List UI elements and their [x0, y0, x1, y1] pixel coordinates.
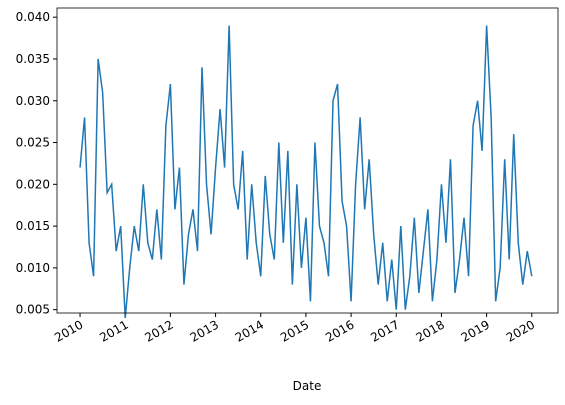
x-tick-label: 2010 [52, 317, 85, 344]
x-tick-label: 2017 [368, 317, 401, 344]
line [79, 25, 533, 319]
x-tick-label: 2011 [97, 317, 130, 344]
y-tick-label: 0.010 [16, 261, 50, 275]
x-tick-label: 2014 [233, 317, 266, 344]
x-tick-label: 2019 [459, 317, 492, 344]
y-tick-label: 0.020 [16, 177, 50, 191]
y-tick-label: 0.015 [16, 219, 50, 233]
y-tick-label: 0.005 [16, 303, 50, 317]
y-tick-label: 0.025 [16, 136, 50, 150]
x-tick-label: 2012 [142, 317, 175, 344]
x-tick-label: 2018 [413, 317, 446, 344]
x-axis-label: Date [293, 379, 322, 393]
x-tick-label: 2015 [278, 317, 311, 344]
x-tick-label: 2020 [504, 317, 537, 344]
y-tick-label: 0.040 [16, 10, 50, 24]
y-tick-label: 0.035 [16, 52, 50, 66]
x-tick-label: 2016 [323, 317, 356, 344]
x-tick-label: 2013 [188, 317, 221, 344]
plot-frame [56, 7, 559, 314]
y-tick-label: 0.030 [16, 94, 50, 108]
